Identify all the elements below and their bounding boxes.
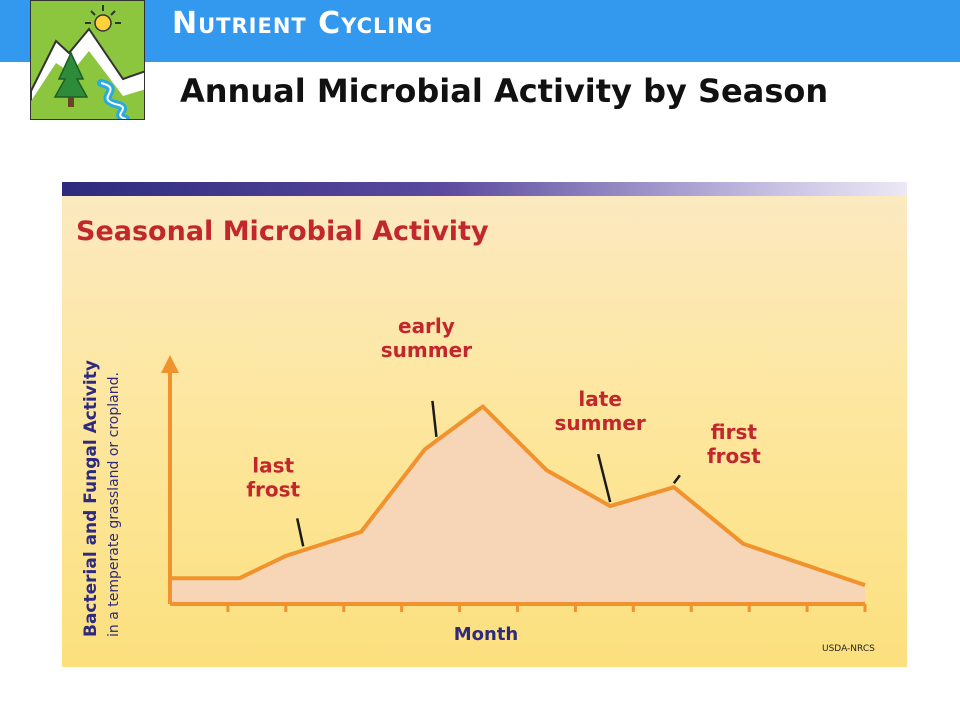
y-axis-label-group: Bacterial and Fungal Activity in a tempe… [81,360,122,637]
annotation-label-first-frost: frost [707,444,761,468]
annotation-label-early-summer: summer [381,338,472,362]
logo [30,0,145,120]
y-axis-label: Bacterial and Fungal Activity [81,360,101,637]
chart-top-strip [62,182,907,196]
annotation-label-first-frost: first [711,420,758,444]
annotation-label-late-summer: summer [555,411,646,435]
mountain-tree-river-sun-logo [31,5,144,119]
activity-curve [170,404,866,587]
activity-area-fill [170,406,865,604]
slide-subtitle: Annual Microbial Activity by Season [180,72,829,110]
annotation-label-last-frost: last [252,453,294,477]
annotation-leader-late-summer [596,453,612,503]
annotation-leader-last-frost [295,518,305,547]
image-credit: USDA-NRCS [822,644,875,654]
slide-title: Nutrient Cycling [172,6,434,41]
annotation-leader-early-summer [431,400,438,438]
chart-title: Seasonal Microbial Activity [76,216,489,247]
annotation-leader-first-frost [672,474,681,484]
header-band [0,0,960,62]
annotation-label-early-summer: early [398,314,455,338]
annotation-label-late-summer: late [578,387,621,411]
y-axis-sublabel: in a temperate grassland or cropland. [106,372,122,637]
chart-svg: Seasonal Microbial Activity Bacterial an… [76,216,867,645]
chart-panel: Seasonal Microbial Activity Bacterial an… [62,182,907,667]
annotation-label-last-frost: frost [246,477,300,501]
x-axis-label: Month [454,624,519,645]
y-axis-arrow [161,355,179,373]
